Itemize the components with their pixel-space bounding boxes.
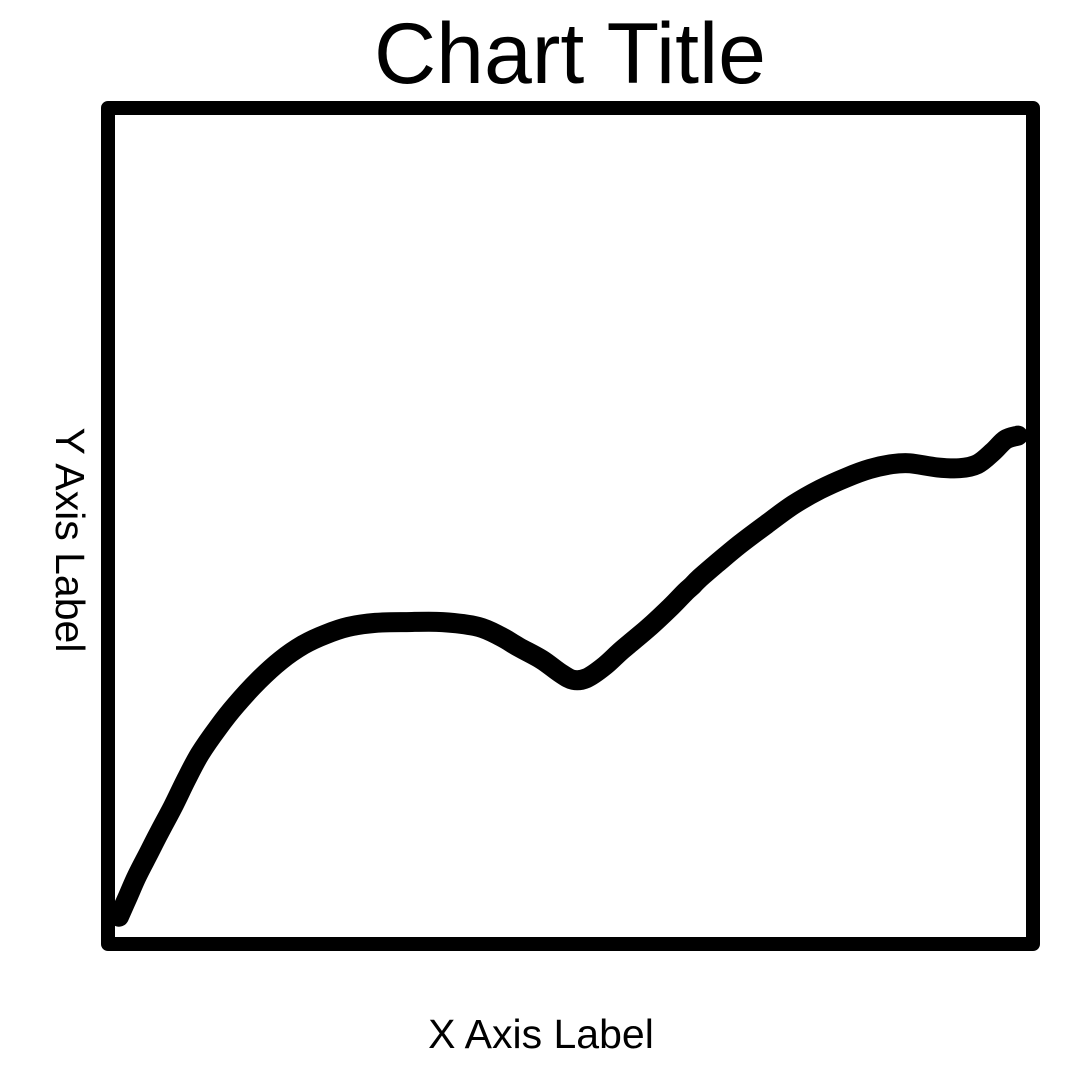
series-line-1 (109, 425, 1028, 927)
chart-title: Chart Title (374, 6, 766, 102)
x-axis-label: X Axis Label (428, 1011, 654, 1057)
plot-area-frame (101, 101, 1040, 951)
series-layer (109, 425, 1028, 927)
y-axis-label: Y Axis Label (47, 428, 93, 653)
